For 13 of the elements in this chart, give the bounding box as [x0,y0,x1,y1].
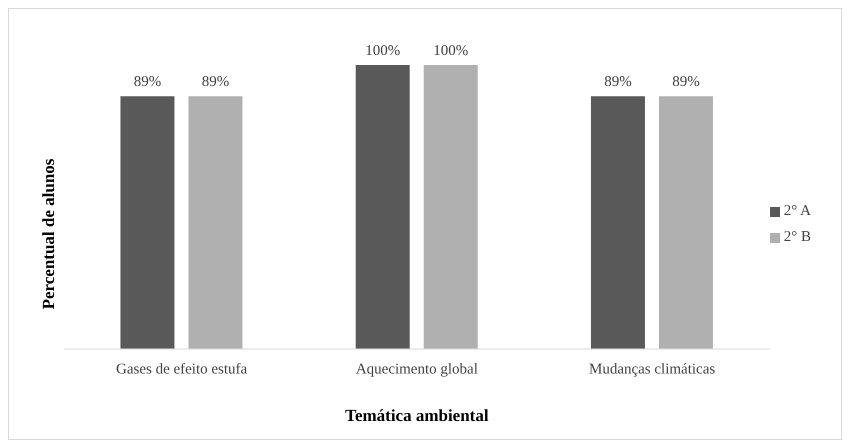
data-label: 89% [134,74,162,90]
data-label: 100% [433,43,468,59]
legend-label: 2° A [784,203,811,219]
data-label: 89% [202,74,230,90]
data-label: 89% [604,74,632,90]
data-label: 89% [672,74,700,90]
x-tick-label: Gases de efeito estufa [116,362,248,378]
x-tick-label: Mudanças climáticas [589,362,716,378]
y-axis-title: Percentual de alunos [39,158,58,310]
data-label: 100% [365,43,400,59]
x-tick-label: Aquecimento global [356,362,478,378]
x-axis-title: Temática ambiental [345,406,489,425]
legend-label: 2° B [784,229,811,245]
